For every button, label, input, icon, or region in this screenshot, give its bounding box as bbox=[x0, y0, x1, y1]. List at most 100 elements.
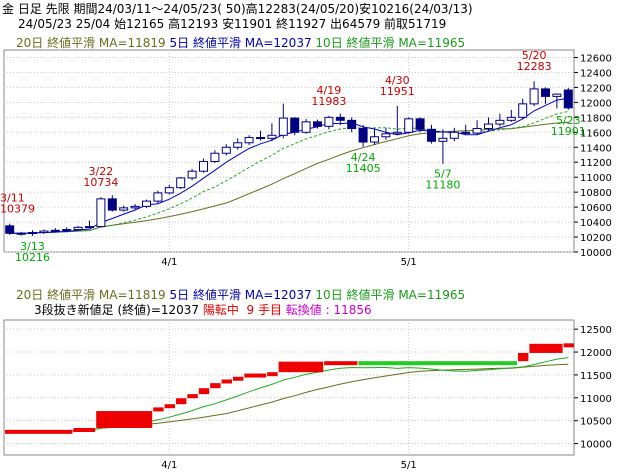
annotation-value: 11951 bbox=[380, 85, 415, 98]
candle-body bbox=[142, 200, 151, 207]
candle-body bbox=[16, 232, 26, 235]
candle-body bbox=[233, 142, 243, 148]
annotation-value: 11405 bbox=[346, 162, 381, 175]
candle-body bbox=[85, 226, 94, 229]
legend-ma10: 10日 終値平滑 MA=11965 bbox=[315, 36, 466, 50]
bottom-y-tick-label: 11500 bbox=[580, 371, 612, 382]
bottom-y-tick-label: 12500 bbox=[580, 325, 612, 336]
newprice-brick-up bbox=[164, 404, 175, 409]
candle-body bbox=[541, 88, 550, 97]
legend-ma10-lower: 10日 終値平滑 MA=11965 bbox=[315, 288, 466, 302]
top-y-tick-label: 11400 bbox=[580, 143, 612, 154]
candle-body bbox=[484, 123, 493, 130]
candle-body bbox=[96, 198, 106, 228]
candle-body bbox=[427, 128, 436, 142]
candle-body bbox=[461, 131, 471, 134]
candle-body bbox=[529, 88, 539, 105]
top-y-tick-label: 11000 bbox=[580, 173, 612, 184]
candle-body bbox=[50, 229, 60, 232]
candle-body bbox=[392, 131, 402, 135]
newprice-brick-up bbox=[5, 429, 73, 434]
annotation-date: 4/19 bbox=[317, 84, 342, 97]
top-y-tick-label: 11600 bbox=[580, 128, 612, 139]
bottom-y-tick-label: 10000 bbox=[580, 440, 612, 451]
top-y-tick-label: 12400 bbox=[580, 68, 612, 79]
newprice-brick-up bbox=[198, 388, 210, 395]
annotation-value: 10734 bbox=[83, 176, 118, 189]
chart-header-ohlc: 24/05/23 25/04 始12165 高12193 安11901 終119… bbox=[18, 17, 447, 31]
newprice-brick-up bbox=[244, 373, 267, 378]
annotation-date: 4/24 bbox=[351, 151, 376, 164]
legend-ma20: 20日 終値平滑 MA=11819 bbox=[16, 36, 166, 50]
newprice-brick-up bbox=[233, 376, 244, 381]
candle-body bbox=[506, 116, 516, 121]
newprice-brick-up bbox=[221, 379, 232, 384]
candle-body bbox=[130, 205, 140, 209]
candle-body bbox=[324, 116, 334, 127]
top-x-tick-label: 4/1 bbox=[161, 257, 177, 268]
top-y-tick-label: 10600 bbox=[580, 203, 612, 214]
annotation-value: 10379 bbox=[0, 203, 35, 216]
candle-body bbox=[472, 128, 482, 134]
newprice-brick-up bbox=[278, 361, 324, 373]
top-y-tick-label: 11200 bbox=[580, 158, 612, 169]
candle-body bbox=[210, 152, 220, 162]
top-y-tick-label: 11800 bbox=[580, 113, 612, 124]
candle-body bbox=[176, 177, 186, 189]
annotation-value: 11901 bbox=[551, 125, 586, 138]
candle-body bbox=[73, 226, 83, 231]
top-y-tick-label: 10000 bbox=[580, 248, 612, 259]
top-y-tick-label: 10800 bbox=[580, 188, 612, 199]
annotation-value: 11983 bbox=[311, 95, 346, 108]
newprice-brick-down bbox=[358, 361, 517, 366]
candle-body bbox=[290, 117, 300, 133]
newprice-status-reversal: 転換値 : 11856 bbox=[285, 303, 372, 317]
candle-body bbox=[39, 230, 49, 234]
candle-body bbox=[449, 131, 459, 139]
annotation-date: 5/23 bbox=[556, 114, 581, 127]
legend-bottom: 20日 終値平滑 MA=11819 5日 終値平滑 MA=12037 10日 終… bbox=[16, 288, 465, 303]
top-y-tick-label: 12200 bbox=[580, 83, 612, 94]
annotation-date: 3/22 bbox=[89, 165, 114, 178]
candle-body bbox=[187, 170, 197, 179]
candle-body bbox=[244, 137, 254, 144]
candle-body bbox=[347, 119, 357, 130]
candle-body bbox=[563, 89, 573, 109]
annotation-value: 10216 bbox=[15, 251, 50, 264]
newprice-brick-up bbox=[563, 343, 574, 348]
candle-body bbox=[313, 121, 322, 127]
newprice-brick-up bbox=[176, 398, 187, 405]
bottom-x-tick-label: 5/1 bbox=[401, 460, 417, 471]
candle-body bbox=[438, 137, 448, 142]
candle-body bbox=[495, 119, 505, 125]
candle-body bbox=[415, 118, 425, 130]
candle-body bbox=[404, 118, 414, 133]
candle-body bbox=[267, 134, 277, 139]
candle-body bbox=[381, 133, 391, 138]
annotation-value: 12283 bbox=[517, 60, 552, 73]
bottom-y-tick-label: 11000 bbox=[580, 394, 612, 405]
top-y-tick-label: 10400 bbox=[580, 218, 612, 229]
legend-ma5-lower: 5日 終値平滑 MA=12037 bbox=[169, 288, 312, 302]
candle-body bbox=[107, 198, 117, 211]
annotation-value: 11180 bbox=[425, 179, 460, 192]
top-x-tick-label: 5/1 bbox=[401, 257, 417, 268]
annotation-date: 3/13 bbox=[20, 240, 45, 253]
legend-top: 20日 終値平滑 MA=11819 5日 終値平滑 MA=12037 10日 終… bbox=[16, 36, 465, 51]
ma10-line-lower bbox=[9, 357, 569, 433]
top-y-tick-label: 12600 bbox=[580, 53, 612, 64]
candle-body bbox=[28, 232, 37, 235]
candle-body bbox=[552, 93, 562, 97]
newprice-status: 3段抜き新値足 (終値)=12037 陽転中 9 手目 転換値 : 11856 bbox=[34, 303, 372, 318]
annotation-date: 5/7 bbox=[434, 168, 452, 181]
newprice-brick-up bbox=[324, 361, 358, 366]
newprice-status-main: 3段抜き新値足 (終値)=12037 bbox=[34, 303, 200, 317]
bottom-y-tick-label: 12000 bbox=[580, 348, 612, 359]
newprice-brick-up bbox=[153, 407, 164, 412]
candle-body bbox=[5, 225, 15, 234]
candle-body bbox=[301, 121, 311, 133]
bottom-panel-frame bbox=[3, 319, 575, 456]
candle-body bbox=[358, 128, 368, 143]
candle-body bbox=[256, 137, 265, 140]
